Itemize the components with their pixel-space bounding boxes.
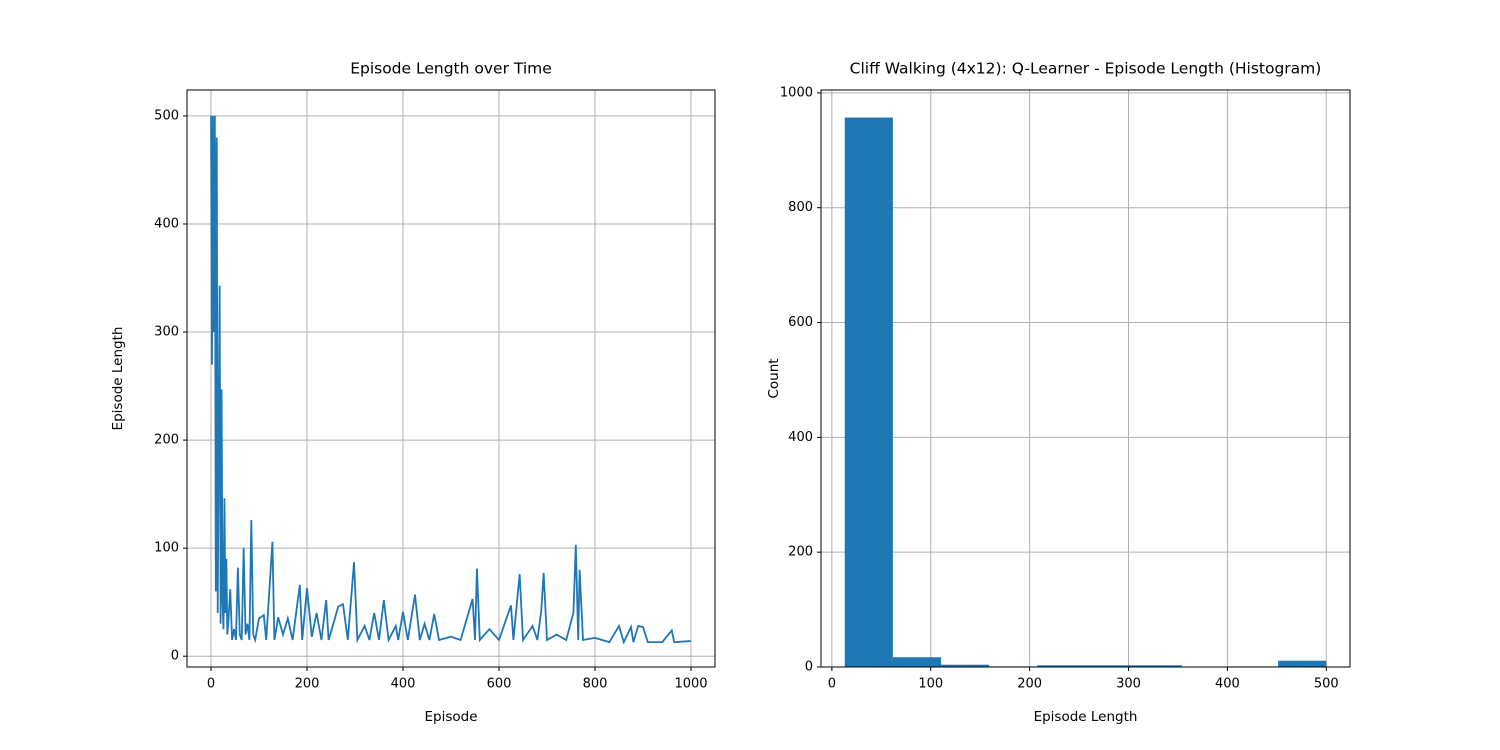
x-axis-label: Episode — [424, 709, 477, 725]
x-axis-label: Episode Length — [1034, 709, 1138, 725]
y-tick-label: 400 — [154, 216, 179, 231]
x-tick-label: 600 — [487, 677, 512, 692]
x-tick-label: 200 — [1017, 677, 1042, 692]
y-tick-label: 600 — [788, 315, 813, 330]
bar — [1133, 665, 1182, 667]
chart-title: Cliff Walking (4x12): Q-Learner - Episod… — [850, 60, 1322, 78]
chart-title: Episode Length over Time — [350, 60, 552, 78]
x-tick-label: 1000 — [674, 677, 707, 692]
bar — [844, 117, 893, 667]
y-tick-label: 0 — [805, 660, 813, 675]
y-tick-label: 0 — [171, 649, 179, 664]
y-tick-label: 400 — [788, 430, 813, 445]
y-tick-label: 500 — [154, 108, 179, 123]
bar — [941, 664, 990, 667]
x-tick-label: 0 — [207, 677, 215, 692]
y-tick-label: 200 — [154, 433, 179, 448]
x-tick-label: 300 — [1116, 677, 1141, 692]
bar — [1085, 665, 1134, 667]
bar — [1037, 665, 1086, 667]
axes-frame — [186, 89, 716, 668]
y-tick-label: 800 — [788, 200, 813, 215]
x-tick-label: 200 — [295, 677, 320, 692]
y-axis-label: Episode Length — [110, 327, 126, 431]
bar — [1278, 660, 1327, 667]
subplot: 0 100 200 300 400 500 0 200 400 600 800 1000 Cliff W… — [766, 60, 1351, 725]
y-tick-label: 300 — [154, 325, 179, 340]
data-line — [210, 115, 691, 645]
y-tick-label: 200 — [788, 545, 813, 560]
y-axis-label: Count — [766, 358, 782, 398]
x-tick-label: 0 — [828, 677, 836, 692]
x-tick-label: 800 — [583, 677, 608, 692]
x-tick-label: 400 — [1215, 677, 1240, 692]
subplot: 0 200 400 600 800 1000 0 100 200 300 400 500 Episode… — [110, 60, 716, 725]
y-tick-label: 100 — [154, 541, 179, 556]
x-tick-label: 400 — [391, 677, 416, 692]
y-tick-label: 1000 — [780, 85, 813, 100]
bar — [892, 657, 942, 667]
x-tick-label: 100 — [918, 677, 943, 692]
x-tick-label: 500 — [1314, 677, 1339, 692]
axes-frame — [820, 89, 1351, 668]
